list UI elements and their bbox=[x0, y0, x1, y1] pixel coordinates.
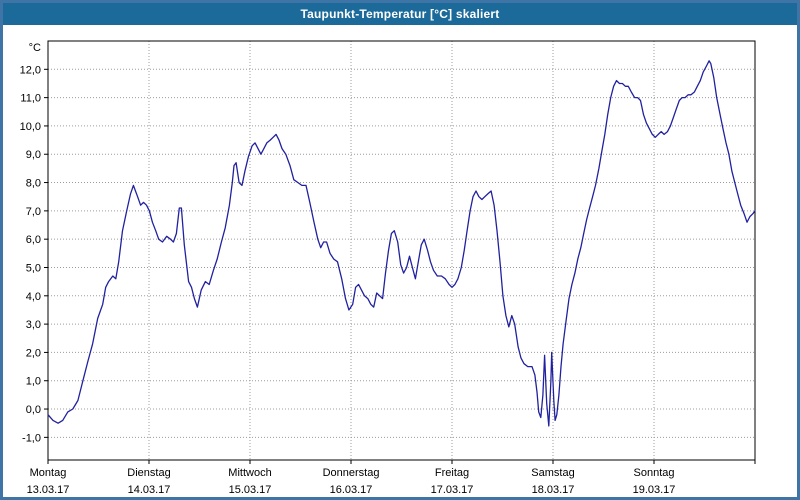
dewpoint-series-line bbox=[47, 60, 756, 427]
chart-area: 12,0 11,0 10,0 9,0 8,0 7,0 6,0 5,0 4,0 3,0 2,0 1,0 0… bbox=[3, 25, 797, 497]
y-tick-label: 6,0 bbox=[26, 234, 41, 246]
y-tick-label: 12,0 bbox=[20, 64, 41, 76]
y-tick-label: 5,0 bbox=[26, 262, 41, 274]
x-day-label: Samstag bbox=[531, 467, 574, 479]
x-date-label: 18.03.17 bbox=[532, 484, 575, 496]
y-tick-label: 10,0 bbox=[20, 121, 41, 133]
y-tick-label: 3,0 bbox=[26, 319, 41, 331]
y-tick-label: 1,0 bbox=[26, 376, 41, 388]
y-tick-label: 7,0 bbox=[26, 206, 41, 218]
x-day-label: Mittwoch bbox=[228, 467, 271, 479]
x-date-label: 16.03.17 bbox=[330, 484, 373, 496]
y-axis-unit-label: °C bbox=[29, 42, 41, 54]
x-day-label: Montag bbox=[30, 467, 67, 479]
x-day-label: Sonntag bbox=[634, 467, 675, 479]
x-date-label: 13.03.17 bbox=[27, 484, 70, 496]
title-bar: Taupunkt-Temperatur [°C] skaliert bbox=[3, 3, 797, 25]
x-date-label: 19.03.17 bbox=[633, 484, 676, 496]
window-title: Taupunkt-Temperatur [°C] skaliert bbox=[300, 7, 500, 21]
x-date-label: 17.03.17 bbox=[431, 484, 474, 496]
y-tick-label: -1,0 bbox=[22, 432, 41, 444]
x-day-label: Donnerstag bbox=[323, 467, 380, 479]
y-tick-label: 0,0 bbox=[26, 404, 41, 416]
plot-border bbox=[47, 40, 756, 461]
y-tick-label: 9,0 bbox=[26, 149, 41, 161]
y-tick-label: 11,0 bbox=[20, 93, 41, 105]
dewpoint-line-chart: 12,0 11,0 10,0 9,0 8,0 7,0 6,0 5,0 4,0 3,0 2,0 1,0 0… bbox=[20, 40, 756, 496]
x-date-label: 15.03.17 bbox=[229, 484, 272, 496]
x-day-label: Freitag bbox=[435, 467, 469, 479]
y-tick-label: 2,0 bbox=[26, 347, 41, 359]
x-day-label: Dienstag bbox=[127, 467, 170, 479]
y-tick-label: 8,0 bbox=[26, 178, 41, 190]
x-date-label: 14.03.17 bbox=[128, 484, 171, 496]
y-tick-label: 4,0 bbox=[26, 291, 41, 303]
